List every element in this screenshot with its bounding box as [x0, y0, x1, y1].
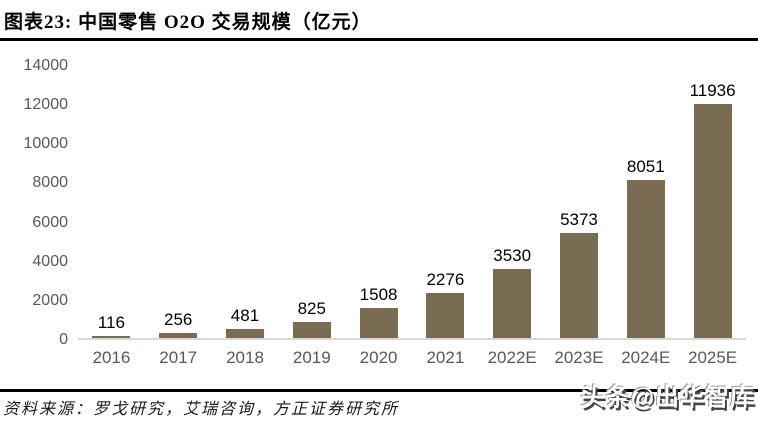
- bar: [559, 233, 598, 338]
- y-tick-label: 4000: [32, 252, 68, 270]
- bar-value-label: 256: [164, 310, 193, 330]
- y-tick-label: 8000: [32, 174, 68, 192]
- bar-value-label: 481: [230, 306, 260, 326]
- bar-column: 11936: [679, 66, 746, 338]
- x-tick-label: 2016: [92, 348, 131, 367]
- source-note: 资料来源：罗戈研究，艾瑞咨询，方正证券研究所: [3, 401, 400, 418]
- bar-column: 5373: [546, 66, 613, 338]
- bar-column: 116: [78, 66, 145, 338]
- bar-value-label: 3530: [493, 246, 532, 266]
- bar-value-label: 5373: [560, 210, 598, 230]
- bar: [493, 269, 532, 338]
- title-divider: [0, 38, 758, 41]
- bar: [92, 336, 131, 338]
- bar: [159, 333, 198, 338]
- bar: [359, 308, 398, 338]
- x-tick-label: 2017: [159, 348, 198, 367]
- bar: [225, 329, 264, 338]
- x-tick-label: 2024E: [621, 348, 671, 367]
- bar-column: 825: [278, 66, 345, 338]
- y-tick-label: 6000: [32, 213, 68, 231]
- bar-value-label: 2276: [426, 270, 465, 290]
- x-tick-label: 2022E: [487, 348, 537, 367]
- y-tick-label: 14000: [23, 57, 69, 74]
- x-tick-label: 2021: [426, 348, 465, 367]
- bar-column: 481: [212, 66, 279, 338]
- y-axis: 0 2000 4000 6000 8000 10000 12000 14000: [0, 50, 69, 356]
- x-tick-label: 2023E: [554, 348, 604, 367]
- bar-value-label: 116: [97, 313, 125, 333]
- bar: [426, 293, 465, 338]
- x-tick-label: 2018: [226, 348, 264, 367]
- bar: [693, 104, 732, 338]
- bar-value-label: 825: [297, 299, 326, 319]
- y-tick-label: 0: [59, 331, 68, 348]
- bar-value-label: 1508: [359, 285, 398, 305]
- x-tick-label: 2020: [359, 348, 398, 367]
- x-axis: 2016 2017 2018 2019 2020 2021 2022E 2023E 2024E 2…: [78, 348, 746, 368]
- chart-title: 图表23: 中国零售 O2O 交易规模（亿元）: [4, 12, 372, 33]
- footer-divider: [0, 389, 758, 392]
- bar: [292, 322, 331, 338]
- bar-column: 3530: [479, 66, 546, 338]
- bar-column: 8051: [612, 66, 679, 338]
- y-tick-label: 12000: [23, 96, 69, 114]
- bar: [626, 180, 665, 338]
- x-tick-label: 2019: [292, 348, 331, 367]
- watermark: 头条@出华智库: [580, 384, 755, 411]
- x-tick-label: 2025E: [687, 348, 738, 367]
- y-tick-label: 10000: [23, 135, 69, 153]
- bar-column: 256: [145, 66, 212, 338]
- bar-value-label: 11936: [689, 81, 736, 101]
- y-tick-label: 2000: [32, 291, 68, 309]
- bar-value-label: 8051: [626, 157, 665, 177]
- bar-chart: 0 2000 4000 6000 8000 10000 12000 14000 116 256 4…: [0, 50, 758, 380]
- bar-column: 2276: [412, 66, 479, 338]
- plot-area: 116 256 481 825 1508 2276 3530 5373 8051 11936: [78, 66, 746, 340]
- bar-column: 1508: [345, 66, 412, 338]
